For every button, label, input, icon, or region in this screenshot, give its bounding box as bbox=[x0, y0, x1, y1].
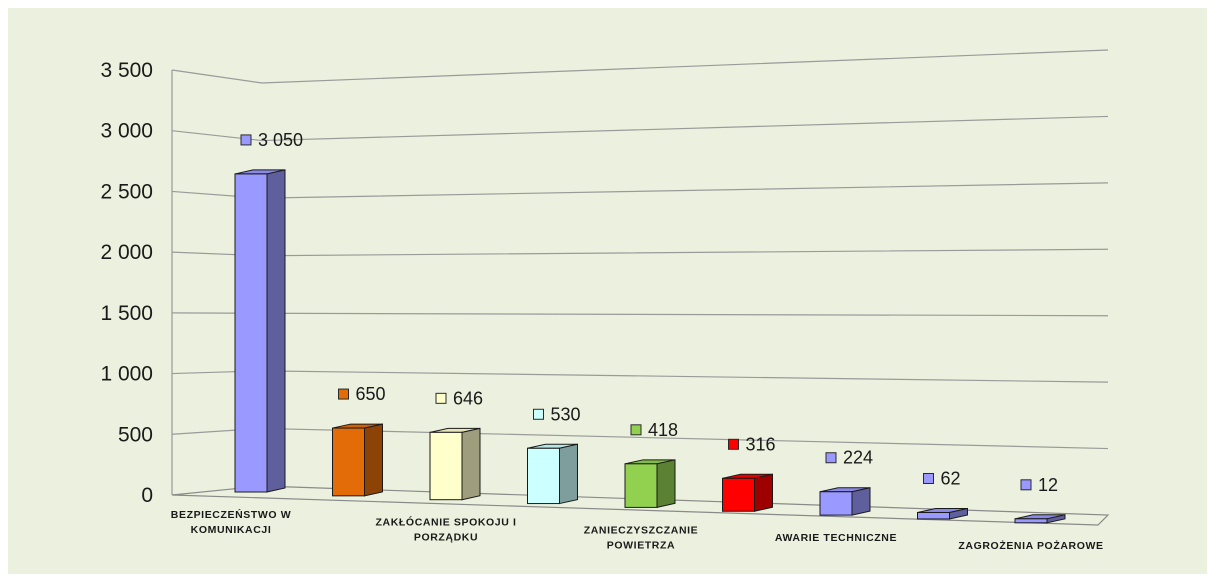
y-tick-label: 1 000 bbox=[100, 363, 153, 386]
bar bbox=[624, 459, 676, 509]
y-tick-label: 3 500 bbox=[100, 59, 153, 82]
gridline bbox=[171, 312, 1109, 317]
chart-frame: 0 500 1 000 1 500 2 000 2 500 3 000 3 500 3 050… bbox=[8, 8, 1207, 574]
gridline bbox=[171, 370, 1109, 383]
floor-outline bbox=[171, 485, 1110, 526]
bar-front bbox=[722, 477, 755, 512]
y-tick-label: 2 000 bbox=[100, 241, 153, 264]
bar-side bbox=[559, 443, 578, 505]
bar bbox=[527, 443, 578, 505]
data-label-marker bbox=[533, 408, 544, 420]
data-label: 316 bbox=[746, 434, 776, 454]
data-label: 62 bbox=[941, 468, 961, 488]
bar-front bbox=[527, 447, 560, 505]
bar bbox=[332, 423, 383, 497]
x-tick-label: BEZPIECZEŃSTWO W bbox=[171, 508, 291, 521]
bar-front bbox=[917, 511, 950, 520]
data-labels: 3 050 650 646 530 418 316 224 62 12 bbox=[240, 130, 1058, 495]
y-tick-label: 3 000 bbox=[100, 120, 153, 143]
data-label: 12 bbox=[1038, 475, 1058, 495]
bar-front bbox=[624, 463, 658, 508]
data-label-marker bbox=[240, 134, 252, 146]
x-tick-label: PORZĄDKU bbox=[414, 532, 478, 544]
data-label: 650 bbox=[356, 384, 386, 404]
y-tick-label: 1 500 bbox=[100, 302, 153, 325]
y-tick-label: 0 bbox=[141, 484, 153, 507]
data-label-marker bbox=[1020, 479, 1032, 491]
bar-side bbox=[364, 423, 383, 497]
data-label-marker bbox=[923, 472, 934, 484]
data-label-marker bbox=[435, 392, 447, 404]
x-tick-label: AWARIE TECHNICZNE bbox=[775, 532, 897, 544]
bar-side bbox=[851, 487, 871, 516]
x-tick-label: KOMUNIKACJI bbox=[191, 524, 272, 536]
bar-front bbox=[1014, 518, 1048, 524]
bar bbox=[917, 507, 968, 520]
data-label: 418 bbox=[648, 420, 678, 440]
data-label: 530 bbox=[551, 404, 581, 424]
bar bbox=[722, 473, 773, 512]
bar bbox=[234, 169, 286, 493]
bar-front bbox=[819, 491, 853, 516]
x-tick-label: ZANIECZYSZCZANIE bbox=[584, 524, 699, 536]
gridline bbox=[171, 115, 1109, 142]
gridline bbox=[171, 49, 1109, 84]
data-label-marker bbox=[338, 388, 349, 400]
x-tick-label: ZAGROŻENIA POŻAROWE bbox=[958, 539, 1103, 552]
bar-front bbox=[332, 427, 365, 497]
data-label: 3 050 bbox=[258, 130, 303, 150]
gridlines bbox=[171, 49, 1110, 526]
y-axis-ticks: 0 500 1 000 1 500 2 000 2 500 3 000 3 500 bbox=[100, 59, 153, 507]
bars bbox=[234, 169, 1066, 524]
x-tick-label: ZAKŁÓCANIE SPOKOJU I bbox=[376, 516, 517, 529]
bar-chart: 0 500 1 000 1 500 2 000 2 500 3 000 3 500 3 050… bbox=[100, 49, 1110, 552]
data-label: 224 bbox=[843, 448, 873, 468]
y-tick-label: 2 500 bbox=[100, 180, 153, 203]
gridline bbox=[171, 182, 1109, 199]
x-tick-label: POWIETRZA bbox=[607, 539, 675, 551]
bar bbox=[1014, 514, 1066, 524]
y-tick-label: 500 bbox=[118, 423, 153, 446]
bar-side bbox=[461, 427, 481, 501]
data-label-marker bbox=[728, 438, 739, 450]
bar-side bbox=[656, 459, 676, 509]
bar-side bbox=[754, 473, 773, 512]
gridline bbox=[171, 248, 1109, 257]
data-label-marker bbox=[825, 452, 837, 464]
data-label: 646 bbox=[453, 388, 483, 408]
bar-front bbox=[429, 431, 463, 501]
bar bbox=[819, 487, 871, 516]
bar bbox=[429, 427, 481, 501]
bar-side bbox=[266, 169, 286, 493]
data-label-marker bbox=[630, 424, 642, 436]
x-axis-labels: BEZPIECZEŃSTWO W KOMUNIKACJI ZAKŁÓCANIE SP… bbox=[171, 508, 1103, 552]
bar-front bbox=[234, 173, 268, 493]
